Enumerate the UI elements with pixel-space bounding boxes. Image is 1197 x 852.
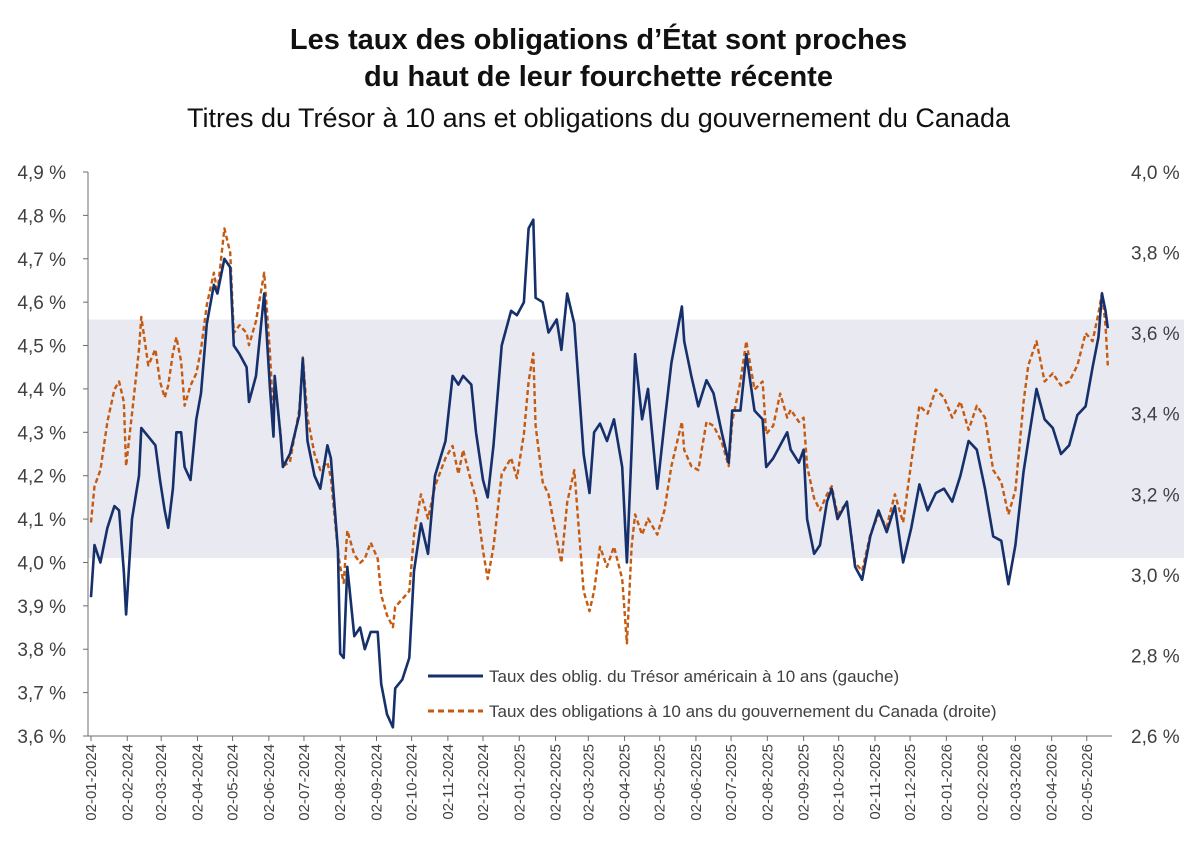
x-tick-label: 02-11-2025 [867, 744, 884, 820]
right-tick-label: 2,8 % [1131, 646, 1180, 667]
x-tick-label: 02-09-2024 [369, 744, 386, 821]
x-tick-label: 02-08-2024 [332, 744, 349, 821]
series-layer [89, 218, 1110, 729]
left-tick-label: 3,9 % [17, 597, 66, 618]
x-tick-label: 02-08-2025 [759, 744, 776, 821]
x-tick-label: 02-01-2026 [938, 744, 955, 821]
left-tick-label: 3,6 % [17, 727, 66, 748]
x-tick-label: 02-04-2025 [617, 744, 634, 821]
x-tick-label: 02-09-2025 [796, 744, 813, 821]
left-tick-label: 4,2 % [17, 467, 66, 488]
x-tick-label: 02-04-2024 [189, 744, 206, 821]
x-tick-label: 02-07-2024 [296, 744, 313, 821]
right-tick-label: 4,0 % [1131, 163, 1180, 184]
x-tick-label: 02-11-2024 [440, 744, 457, 820]
legend-label-us-treasury: Taux des oblig. du Trésor américain à 10… [489, 667, 899, 686]
right-axis-ticks: 2,6 % 2,8 % 3,0 % 3,2 % 3,4 % 3,6 % 3,8 % 4,0 % [1131, 163, 1180, 748]
left-tick-label: 3,8 % [17, 640, 66, 661]
x-tick-label: 02-10-2025 [831, 744, 848, 821]
x-tick-label: 02-05-2025 [652, 744, 669, 821]
left-tick-label: 4,9 % [17, 163, 66, 184]
left-tick-label: 4,3 % [17, 423, 66, 444]
x-axis-ticks: 02-01-2024 02-02-2024 02-03-2024 02-04-2024… [83, 736, 1096, 821]
x-tick-label: 02-01-2024 [83, 744, 100, 821]
legend: Taux des oblig. du Trésor américain à 10… [428, 667, 997, 721]
left-tick-label: 4,5 % [17, 337, 66, 358]
title-block: Les taux des obligations d’État sont pro… [0, 0, 1197, 135]
right-tick-label: 3,4 % [1131, 405, 1180, 426]
chart-subtitle: Titres du Trésor à 10 ans et obligations… [186, 103, 1010, 133]
left-tick-label: 4,6 % [17, 293, 66, 314]
series-line-us-treasury [89, 218, 1110, 729]
left-tick-label: 3,7 % [17, 684, 66, 705]
left-tick-label: 4,8 % [17, 206, 66, 227]
left-tick-label: 4,1 % [17, 510, 66, 531]
right-tick-label: 2,6 % [1131, 727, 1180, 748]
chart-title-line-1: Les taux des obligations d’État sont pro… [289, 24, 908, 56]
x-tick-label: 02-03-2025 [580, 744, 597, 821]
left-tick-label: 4,7 % [17, 250, 66, 271]
x-tick-label: 02-06-2025 [688, 744, 705, 821]
right-tick-label: 3,6 % [1131, 324, 1180, 345]
x-tick-label: 02-03-2024 [153, 744, 170, 821]
x-tick-label: 02-02-2026 [975, 744, 992, 821]
left-axis-ticks: 3,6 % 3,7 % 3,8 % 3,9 % 4,0 % 4,1 % 4,2 % 4,3 %… [17, 163, 88, 748]
x-tick-label: 02-07-2025 [723, 744, 740, 821]
x-tick-label: 02-05-2026 [1079, 744, 1096, 821]
x-tick-label: 02-01-2025 [511, 744, 528, 821]
left-tick-label: 4,0 % [17, 553, 66, 574]
x-tick-label: 02-04-2026 [1044, 744, 1061, 821]
x-tick-label: 02-12-2024 [475, 744, 492, 821]
right-tick-label: 3,2 % [1131, 485, 1180, 506]
x-tick-label: 02-12-2025 [902, 744, 919, 821]
chart-title-line-2: du haut de leur fourchette récente [364, 61, 833, 93]
right-tick-label: 3,8 % [1131, 244, 1180, 265]
x-tick-label: 02-05-2024 [225, 744, 242, 821]
x-tick-label: 02-06-2024 [261, 744, 278, 821]
right-tick-label: 3,0 % [1131, 566, 1180, 587]
legend-label-canada-bond: Taux des obligations à 10 ans du gouvern… [489, 702, 997, 721]
x-tick-label: 02-02-2024 [119, 744, 136, 821]
x-tick-label: 02-02-2025 [548, 744, 565, 821]
left-tick-label: 4,4 % [17, 380, 66, 401]
x-tick-label: 02-10-2024 [404, 744, 421, 821]
x-tick-label: 02-03-2026 [1007, 744, 1024, 821]
